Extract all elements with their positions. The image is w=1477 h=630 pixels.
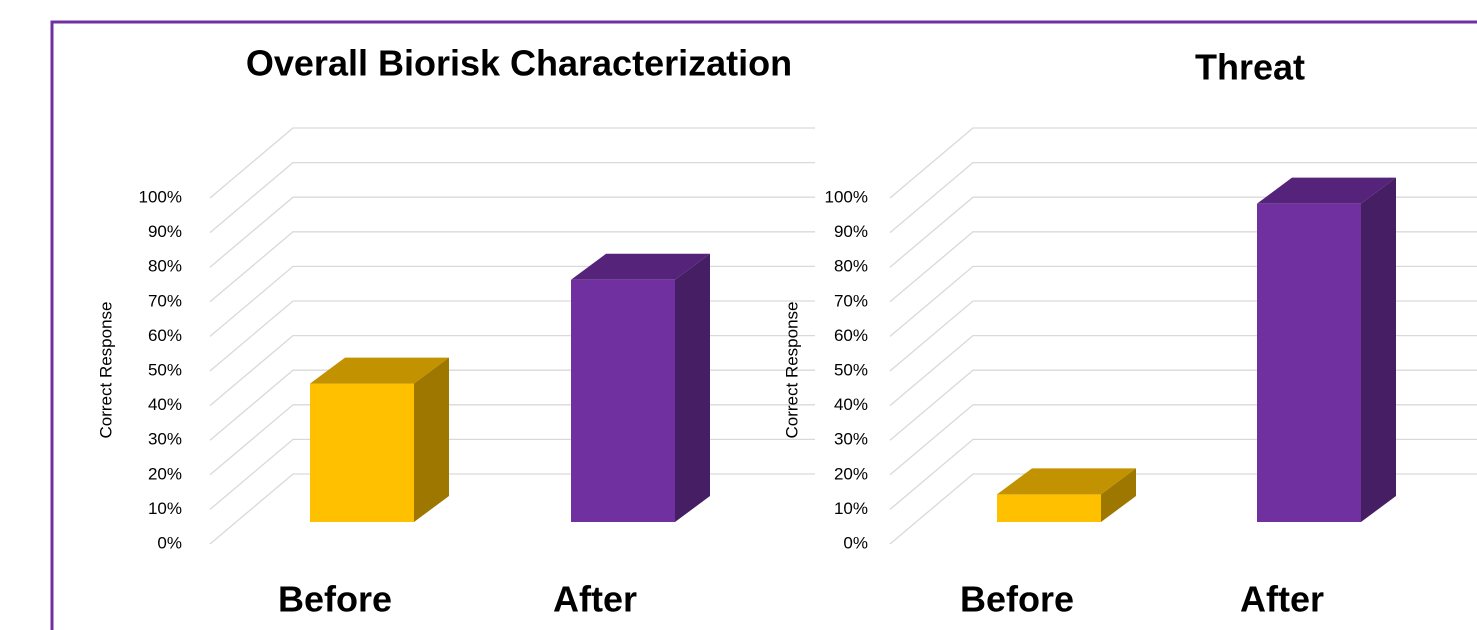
y-tick-label: 50% xyxy=(834,360,868,379)
y-tick-label: 20% xyxy=(148,464,182,483)
y-tick-label: 70% xyxy=(834,291,868,310)
grid-line xyxy=(209,196,815,268)
grid-line xyxy=(889,127,1477,199)
bar-front xyxy=(997,494,1101,522)
bar-top xyxy=(571,253,710,280)
y-tick-label: 0% xyxy=(843,533,868,552)
y-tick-label: 90% xyxy=(148,222,182,241)
bar-top xyxy=(997,468,1136,495)
y-tick-label: 100% xyxy=(139,187,182,206)
y-tick-label: 10% xyxy=(148,499,182,518)
grid-line xyxy=(209,127,815,199)
y-tick-label: 100% xyxy=(825,187,868,206)
x-tick-label: Before xyxy=(960,579,1074,620)
y-tick-label: 0% xyxy=(157,533,182,552)
y-tick-label: 50% xyxy=(148,360,182,379)
chart-title: Threat xyxy=(1195,47,1305,88)
grid-line xyxy=(209,161,815,234)
y-tick-label: 60% xyxy=(834,326,868,345)
y-axis-label: Correct Response xyxy=(782,301,801,438)
grid-line xyxy=(889,161,1477,234)
x-tick-label: Before xyxy=(278,579,392,620)
y-tick-label: 30% xyxy=(148,430,182,449)
bar xyxy=(310,357,449,522)
bar-front xyxy=(310,383,414,522)
bar-front xyxy=(571,279,675,522)
bar xyxy=(1257,177,1396,522)
y-axis-label: Correct Response xyxy=(96,301,115,438)
y-tick-label: 70% xyxy=(148,291,182,310)
y-tick-label: 30% xyxy=(834,430,868,449)
grid-line xyxy=(209,231,815,303)
grid-line xyxy=(209,473,815,545)
y-tick-label: 40% xyxy=(834,395,868,414)
y-tick-label: 20% xyxy=(834,464,868,483)
bar xyxy=(997,468,1136,522)
bar-side xyxy=(675,253,710,523)
bar-front xyxy=(1257,203,1361,522)
x-tick-label: After xyxy=(1240,579,1324,620)
y-tick-label: 40% xyxy=(148,395,182,414)
y-tick-label: 10% xyxy=(834,499,868,518)
y-tick-label: 80% xyxy=(148,257,182,276)
bar xyxy=(571,253,710,523)
x-tick-label: After xyxy=(553,579,637,620)
y-tick-label: 90% xyxy=(834,222,868,241)
bar-side xyxy=(1101,468,1136,522)
chart-title: Overall Biorisk Characterization xyxy=(246,43,792,84)
bar-side xyxy=(1361,177,1396,522)
bar-side xyxy=(414,357,449,522)
bar-top xyxy=(310,357,449,384)
frame xyxy=(50,20,1477,630)
y-tick-label: 80% xyxy=(834,257,868,276)
bar-top xyxy=(1257,177,1396,204)
y-tick-label: 60% xyxy=(148,326,182,345)
